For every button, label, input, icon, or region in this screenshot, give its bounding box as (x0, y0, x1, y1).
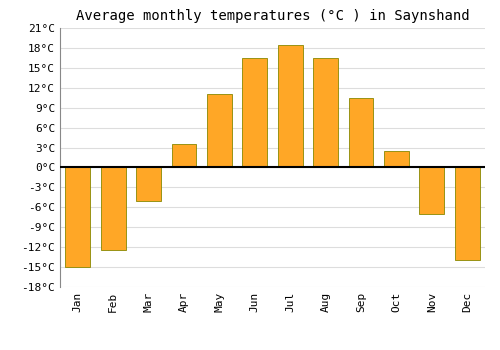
Bar (136, 167, 161, 201)
Bar (242, 58, 267, 167)
Bar (384, 151, 409, 167)
Bar (278, 44, 302, 167)
Bar (313, 58, 338, 167)
Bar (455, 167, 479, 260)
Bar (207, 94, 232, 167)
Bar (420, 167, 444, 214)
Bar (172, 144, 196, 167)
Bar (100, 167, 126, 251)
Bar (348, 98, 374, 167)
Title: Average monthly temperatures (°C ) in Saynshand: Average monthly temperatures (°C ) in Sa… (76, 9, 469, 23)
Bar (66, 167, 90, 267)
